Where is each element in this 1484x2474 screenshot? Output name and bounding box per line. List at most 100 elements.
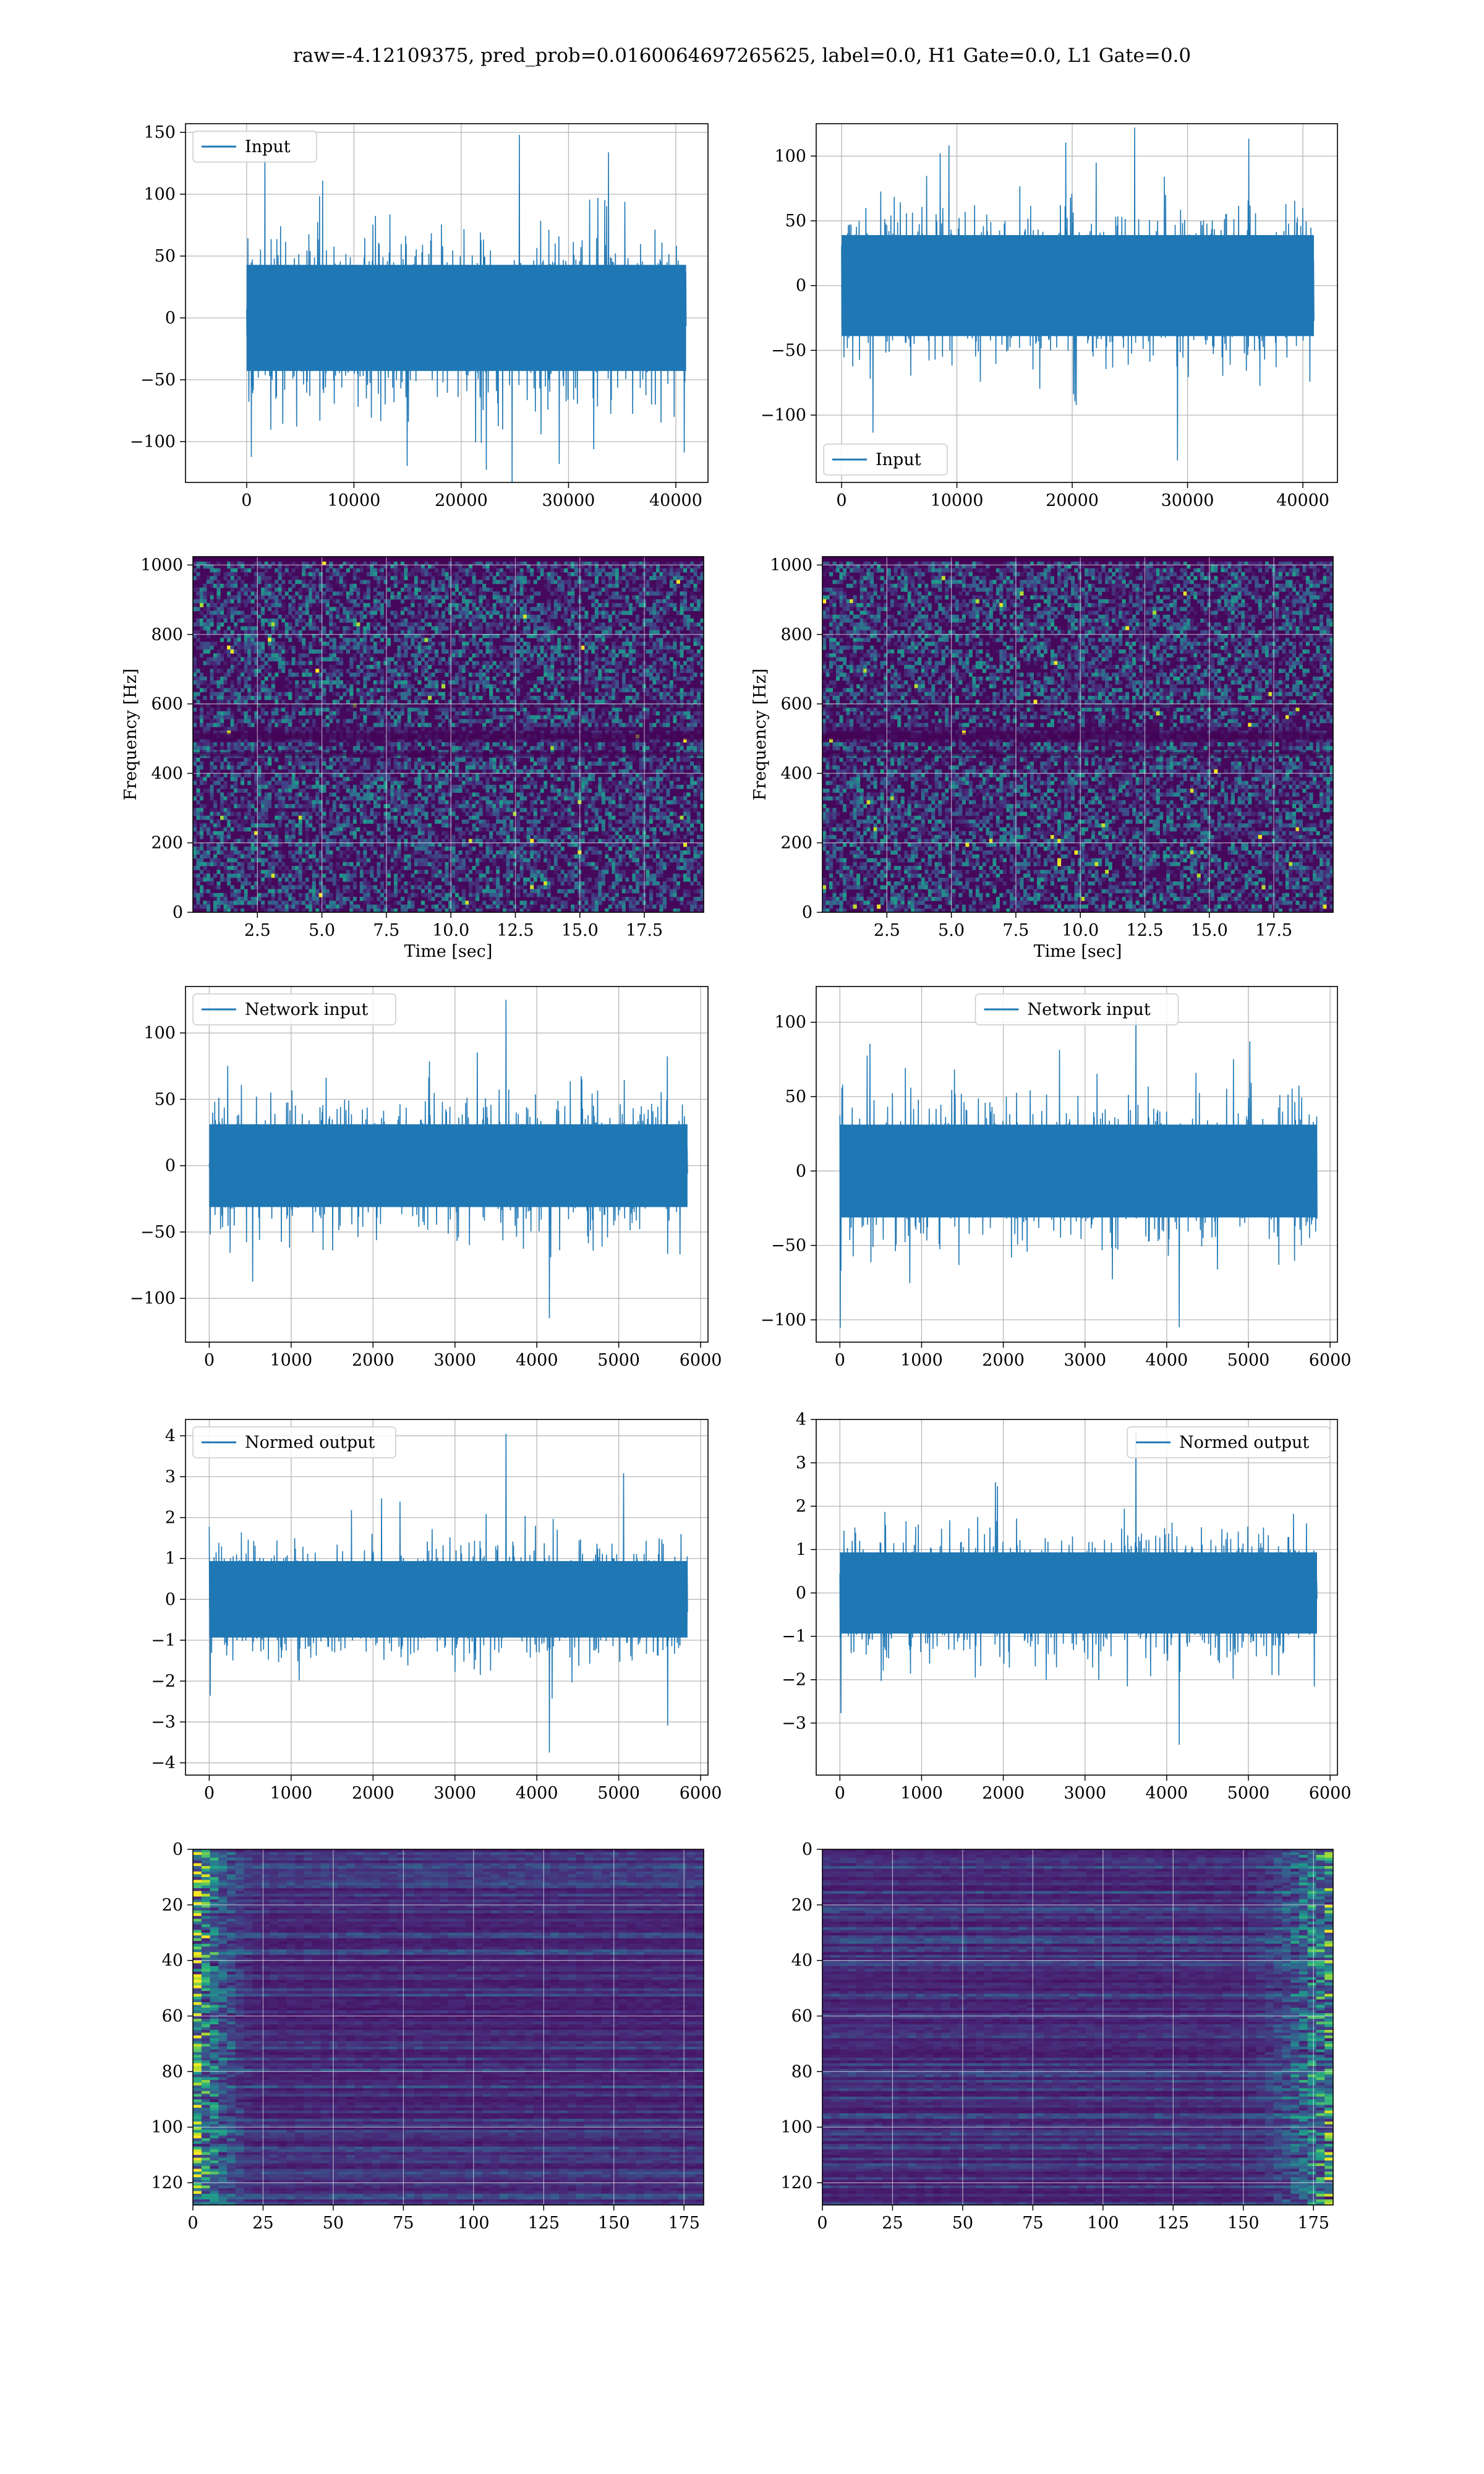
heatmap-cell <box>349 626 354 631</box>
heatmap-cell <box>278 641 282 646</box>
heatmap-cell <box>373 576 377 581</box>
heatmap-cell <box>625 634 629 638</box>
heatmap-cell <box>363 715 367 720</box>
heatmap-cell <box>479 595 483 600</box>
heatmap-cell <box>662 773 667 777</box>
heatmap-cell <box>332 738 336 743</box>
heatmap-cell <box>213 583 218 588</box>
heatmap-cell <box>322 626 326 631</box>
heatmap-cell <box>635 676 639 681</box>
heatmap-cell <box>386 599 391 604</box>
heatmap-cell <box>309 742 313 747</box>
heatmap-cell <box>612 742 616 747</box>
heatmap-cell <box>363 758 367 762</box>
heatmap-cell <box>472 680 476 685</box>
heatmap-cell <box>662 746 667 751</box>
heatmap-cell <box>469 742 473 747</box>
heatmap-cell <box>244 711 248 716</box>
heatmap-cell <box>591 684 595 689</box>
heatmap-cell <box>550 653 555 658</box>
heatmap-cell <box>196 742 200 747</box>
heatmap-cell <box>414 626 418 631</box>
heatmap-cell <box>213 630 218 635</box>
heatmap-cell <box>305 742 309 747</box>
heatmap-cell <box>363 765 367 770</box>
heatmap-cell <box>615 645 619 650</box>
heatmap-cell <box>482 564 487 569</box>
heatmap-cell <box>666 684 670 689</box>
heatmap-cell <box>690 657 694 662</box>
heatmap-cell <box>482 761 487 766</box>
heatmap-cell <box>489 688 493 693</box>
heatmap-cell <box>359 645 364 650</box>
heatmap-cell <box>571 722 575 727</box>
heatmap-cell <box>268 564 272 569</box>
heatmap-cell <box>264 653 268 658</box>
heatmap-cell <box>574 580 578 584</box>
heatmap-cell <box>598 672 602 677</box>
heatmap-cell <box>594 583 599 588</box>
heatmap-cell <box>662 603 667 607</box>
heatmap-cell <box>662 711 667 716</box>
heatmap-cell <box>489 641 493 646</box>
heatmap-cell <box>230 560 234 565</box>
heatmap-cell <box>612 719 616 724</box>
heatmap-cell <box>373 691 377 696</box>
heatmap-cell <box>584 777 589 782</box>
heatmap-cell <box>526 649 531 654</box>
heatmap-cell <box>659 722 663 727</box>
heatmap-cell <box>230 607 234 612</box>
heatmap-cell <box>503 607 507 612</box>
heatmap-cell <box>465 603 469 607</box>
heatmap-cell <box>237 599 241 604</box>
heatmap-cell <box>544 576 548 581</box>
heatmap-cell <box>336 722 340 727</box>
heatmap-cell <box>223 649 228 654</box>
heatmap-cell <box>652 599 657 604</box>
heatmap-cell <box>230 761 234 766</box>
heatmap-cell <box>513 638 517 643</box>
heatmap-cell <box>386 696 391 700</box>
heatmap-cell <box>431 564 435 569</box>
heatmap-cell <box>530 599 534 604</box>
heatmap-cell <box>591 669 595 674</box>
heatmap-cell <box>250 607 255 612</box>
heatmap-cell <box>339 580 343 584</box>
heatmap-cell <box>370 634 374 638</box>
heatmap-cell <box>349 564 354 569</box>
heatmap-cell <box>305 610 309 615</box>
heatmap-cell <box>513 758 517 762</box>
heatmap-cell <box>666 761 670 766</box>
heatmap-cell <box>288 626 292 631</box>
heatmap-cell <box>686 746 691 751</box>
heatmap-cell <box>506 599 510 604</box>
heatmap-cell <box>268 761 272 766</box>
heatmap-cell <box>298 711 302 716</box>
heatmap-cell <box>250 742 255 747</box>
heatmap-cell <box>560 719 565 724</box>
heatmap-cell <box>655 610 660 615</box>
heatmap-cell <box>697 661 701 666</box>
heatmap-cell <box>482 676 487 681</box>
heatmap-cell <box>557 676 561 681</box>
heatmap-cell <box>397 665 401 669</box>
heatmap-cell <box>207 657 211 662</box>
heatmap-cell <box>523 742 527 747</box>
heatmap-cell <box>639 583 643 588</box>
heatmap-cell <box>343 580 347 584</box>
heatmap-cell <box>400 691 404 696</box>
heatmap-cell <box>414 595 418 600</box>
heatmap-cell <box>288 722 292 727</box>
heatmap-cell <box>594 607 599 612</box>
heatmap-cell <box>621 669 626 674</box>
heatmap-cell <box>564 645 568 650</box>
heatmap-cell <box>332 711 336 716</box>
heatmap-cell <box>203 607 207 612</box>
heatmap-cell <box>655 738 660 743</box>
heatmap-cell <box>465 645 469 650</box>
heatmap-cell <box>516 665 521 669</box>
heatmap-cell <box>537 758 541 762</box>
heatmap-cell <box>482 742 487 747</box>
heatmap-cell <box>318 599 323 604</box>
heatmap-cell <box>343 722 347 727</box>
